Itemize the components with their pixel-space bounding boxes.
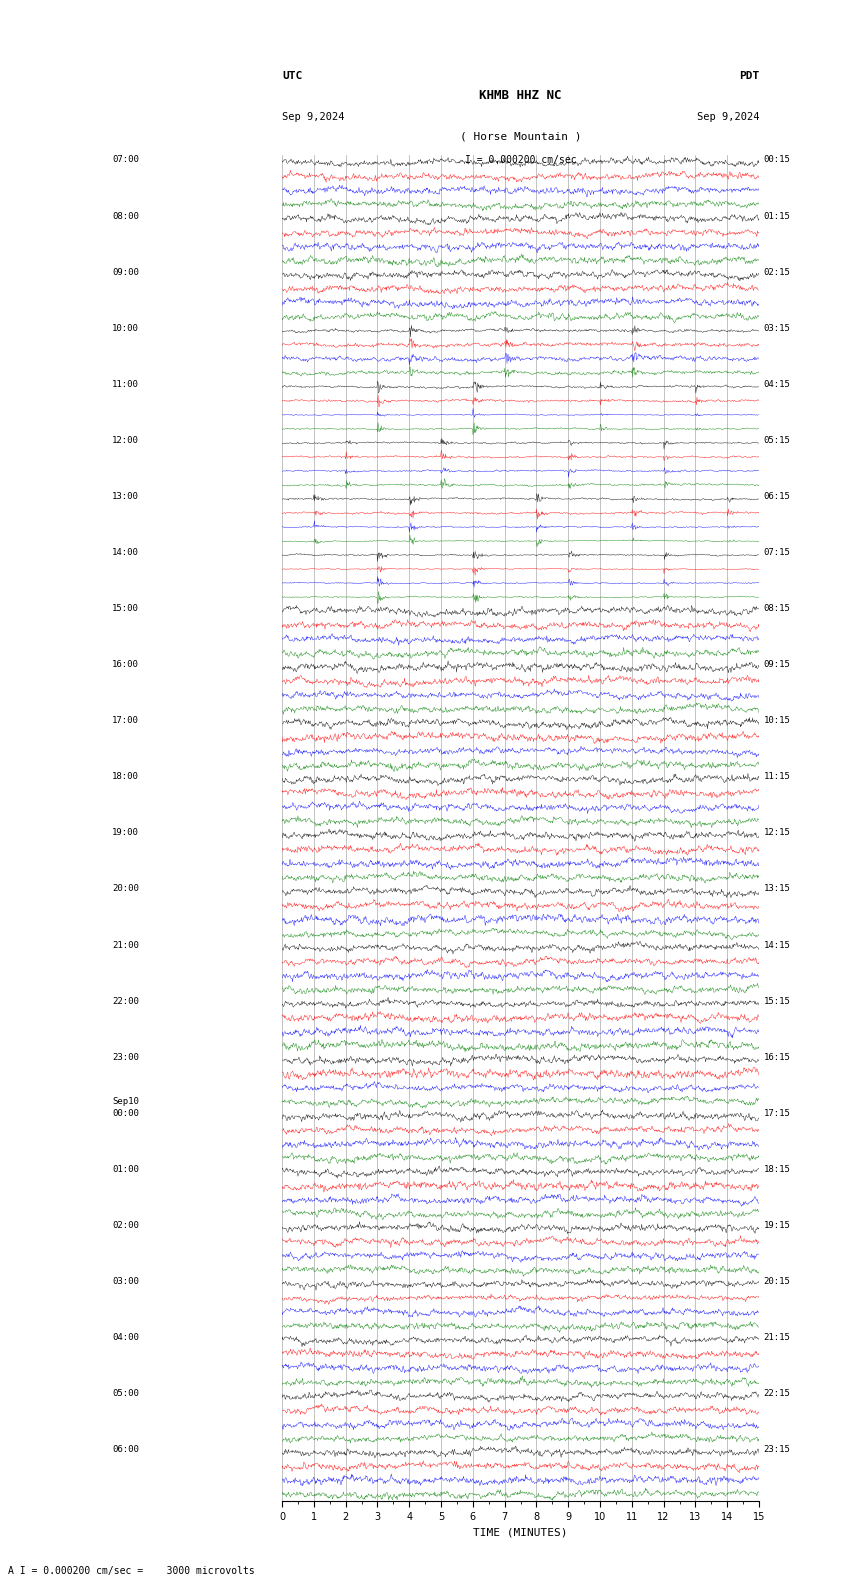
Text: 01:00: 01:00 [112,1164,139,1174]
Text: A I = 0.000200 cm/sec =    3000 microvolts: A I = 0.000200 cm/sec = 3000 microvolts [8,1567,255,1576]
Text: 17:00: 17:00 [112,716,139,725]
X-axis label: TIME (MINUTES): TIME (MINUTES) [473,1527,568,1538]
Text: 06:00: 06:00 [112,1445,139,1454]
Text: Sep10: Sep10 [112,1098,139,1106]
Text: 10:15: 10:15 [764,716,790,725]
Text: 19:15: 19:15 [764,1221,790,1229]
Text: 19:00: 19:00 [112,828,139,838]
Text: 20:15: 20:15 [764,1277,790,1286]
Text: 07:00: 07:00 [112,155,139,165]
Text: 03:00: 03:00 [112,1277,139,1286]
Text: 07:15: 07:15 [764,548,790,558]
Text: 12:00: 12:00 [112,436,139,445]
Text: I = 0.000200 cm/sec: I = 0.000200 cm/sec [465,155,576,165]
Text: 23:15: 23:15 [764,1445,790,1454]
Text: 14:15: 14:15 [764,941,790,949]
Text: 13:00: 13:00 [112,493,139,501]
Text: 15:15: 15:15 [764,996,790,1006]
Text: 11:15: 11:15 [764,773,790,781]
Text: 21:15: 21:15 [764,1334,790,1342]
Text: 06:15: 06:15 [764,493,790,501]
Text: Sep 9,2024: Sep 9,2024 [696,112,759,122]
Text: 22:00: 22:00 [112,996,139,1006]
Text: 04:15: 04:15 [764,380,790,388]
Text: 17:15: 17:15 [764,1109,790,1118]
Text: 11:00: 11:00 [112,380,139,388]
Text: 14:00: 14:00 [112,548,139,558]
Text: 18:00: 18:00 [112,773,139,781]
Text: 09:15: 09:15 [764,661,790,668]
Text: 23:00: 23:00 [112,1053,139,1061]
Text: 01:15: 01:15 [764,212,790,220]
Text: 21:00: 21:00 [112,941,139,949]
Text: 13:15: 13:15 [764,884,790,893]
Text: 02:15: 02:15 [764,268,790,277]
Text: 05:15: 05:15 [764,436,790,445]
Text: 02:00: 02:00 [112,1221,139,1229]
Text: ( Horse Mountain ): ( Horse Mountain ) [460,131,581,143]
Text: 15:00: 15:00 [112,604,139,613]
Text: UTC: UTC [282,71,303,81]
Text: 00:00: 00:00 [112,1109,139,1118]
Text: 08:15: 08:15 [764,604,790,613]
Text: 10:00: 10:00 [112,323,139,333]
Text: 18:15: 18:15 [764,1164,790,1174]
Text: PDT: PDT [739,71,759,81]
Text: 16:15: 16:15 [764,1053,790,1061]
Text: Sep 9,2024: Sep 9,2024 [282,112,344,122]
Text: 03:15: 03:15 [764,323,790,333]
Text: 00:15: 00:15 [764,155,790,165]
Text: 22:15: 22:15 [764,1389,790,1399]
Text: 09:00: 09:00 [112,268,139,277]
Text: 04:00: 04:00 [112,1334,139,1342]
Text: 05:00: 05:00 [112,1389,139,1399]
Text: KHMB HHZ NC: KHMB HHZ NC [479,89,562,101]
Text: 08:00: 08:00 [112,212,139,220]
Text: 16:00: 16:00 [112,661,139,668]
Text: 20:00: 20:00 [112,884,139,893]
Text: 12:15: 12:15 [764,828,790,838]
